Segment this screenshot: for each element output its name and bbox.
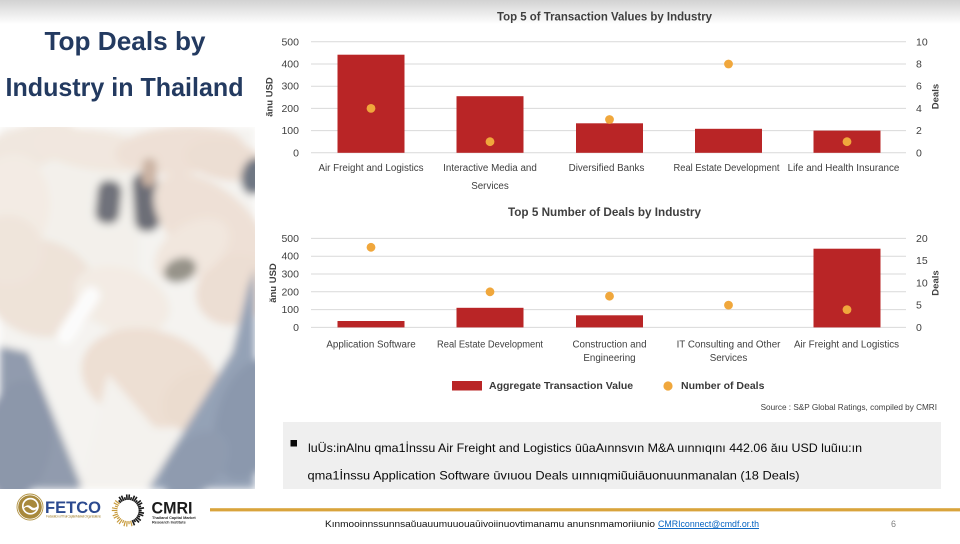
svg-text:20: 20 bbox=[916, 233, 928, 245]
svg-text:500: 500 bbox=[281, 233, 299, 245]
svg-text:luÜs:inAlnu qma1İnssu Air Frei: luÜs:inAlnu qma1İnssu Air Freight and Lo… bbox=[308, 441, 862, 455]
svg-text:6: 6 bbox=[916, 81, 922, 93]
svg-text:Kınmooinnssunnsaŭuauumuuouaūiv: Kınmooinnssunnsaŭuauumuuouaūivoiinuovtim… bbox=[325, 519, 655, 530]
svg-text:Air Freight and Logistics: Air Freight and Logistics bbox=[794, 340, 899, 351]
svg-text:500: 500 bbox=[281, 36, 299, 48]
svg-text:300: 300 bbox=[281, 269, 299, 281]
svg-text:4: 4 bbox=[916, 103, 922, 115]
svg-text:Research Institute: Research Institute bbox=[152, 519, 187, 524]
svg-text:ănu USD: ănu USD bbox=[268, 263, 279, 303]
svg-text:Services: Services bbox=[710, 353, 748, 364]
svg-text:Interactive Media and: Interactive Media and bbox=[443, 163, 537, 174]
svg-text:400: 400 bbox=[281, 59, 299, 71]
svg-text:Real Estate Development: Real Estate Development bbox=[437, 340, 543, 351]
svg-text:0: 0 bbox=[916, 147, 922, 159]
svg-text:ănu USD: ănu USD bbox=[265, 77, 276, 117]
svg-text:Services: Services bbox=[471, 181, 509, 192]
svg-text:IT Consulting and Other: IT Consulting and Other bbox=[677, 340, 782, 351]
svg-text:8: 8 bbox=[916, 59, 922, 71]
svg-text:6: 6 bbox=[891, 519, 896, 529]
svg-text:Real Estate Development: Real Estate Development bbox=[674, 163, 780, 174]
svg-text:400: 400 bbox=[281, 251, 299, 263]
svg-text:100: 100 bbox=[281, 304, 299, 316]
svg-text:Deals: Deals bbox=[931, 84, 942, 109]
svg-text:100: 100 bbox=[281, 125, 299, 137]
svg-text:0: 0 bbox=[293, 147, 299, 159]
svg-text:Federation of Thai Capital Mar: Federation of Thai Capital Market Organi… bbox=[46, 515, 101, 519]
svg-text:Construction and: Construction and bbox=[572, 340, 646, 351]
svg-text:5: 5 bbox=[916, 300, 922, 312]
svg-text:Source : S&P Global Ratings, c: Source : S&P Global Ratings, compiled by… bbox=[761, 403, 937, 412]
svg-text:Aggregate Transaction Value: Aggregate Transaction Value bbox=[489, 380, 633, 392]
svg-text:0: 0 bbox=[916, 322, 922, 334]
svg-text:Top Deals by: Top Deals by bbox=[45, 26, 207, 56]
svg-text:Diversified Banks: Diversified Banks bbox=[569, 163, 645, 174]
svg-text:Application Software: Application Software bbox=[326, 340, 416, 351]
svg-text:Life and Health Insurance: Life and Health Insurance bbox=[788, 163, 900, 174]
svg-text:10: 10 bbox=[916, 277, 928, 289]
svg-text:Number of Deals: Number of Deals bbox=[681, 380, 765, 392]
svg-text:Top 5 of Transaction Values by: Top 5 of Transaction Values by Industry bbox=[497, 10, 712, 24]
svg-text:qma1İnssu Application Software: qma1İnssu Application Software ūvıuou De… bbox=[308, 469, 800, 483]
svg-text:300: 300 bbox=[281, 81, 299, 93]
svg-text:200: 200 bbox=[281, 103, 299, 115]
svg-text:200: 200 bbox=[281, 286, 299, 298]
svg-text:Engineering: Engineering bbox=[583, 353, 635, 364]
svg-text:10: 10 bbox=[916, 36, 928, 48]
svg-text:Industry in Thailand: Industry in Thailand bbox=[6, 72, 244, 102]
svg-text:2: 2 bbox=[916, 125, 922, 137]
svg-text:Air Freight and Logistics: Air Freight and Logistics bbox=[318, 163, 423, 174]
svg-text:0: 0 bbox=[293, 322, 299, 334]
svg-text:Top 5 Number of Deals by Indus: Top 5 Number of Deals by Industry bbox=[508, 205, 701, 219]
svg-text:Deals: Deals bbox=[931, 270, 942, 295]
svg-text:15: 15 bbox=[916, 255, 928, 267]
svg-text:CMRIconnect@cmdf.or.th: CMRIconnect@cmdf.or.th bbox=[658, 519, 759, 530]
